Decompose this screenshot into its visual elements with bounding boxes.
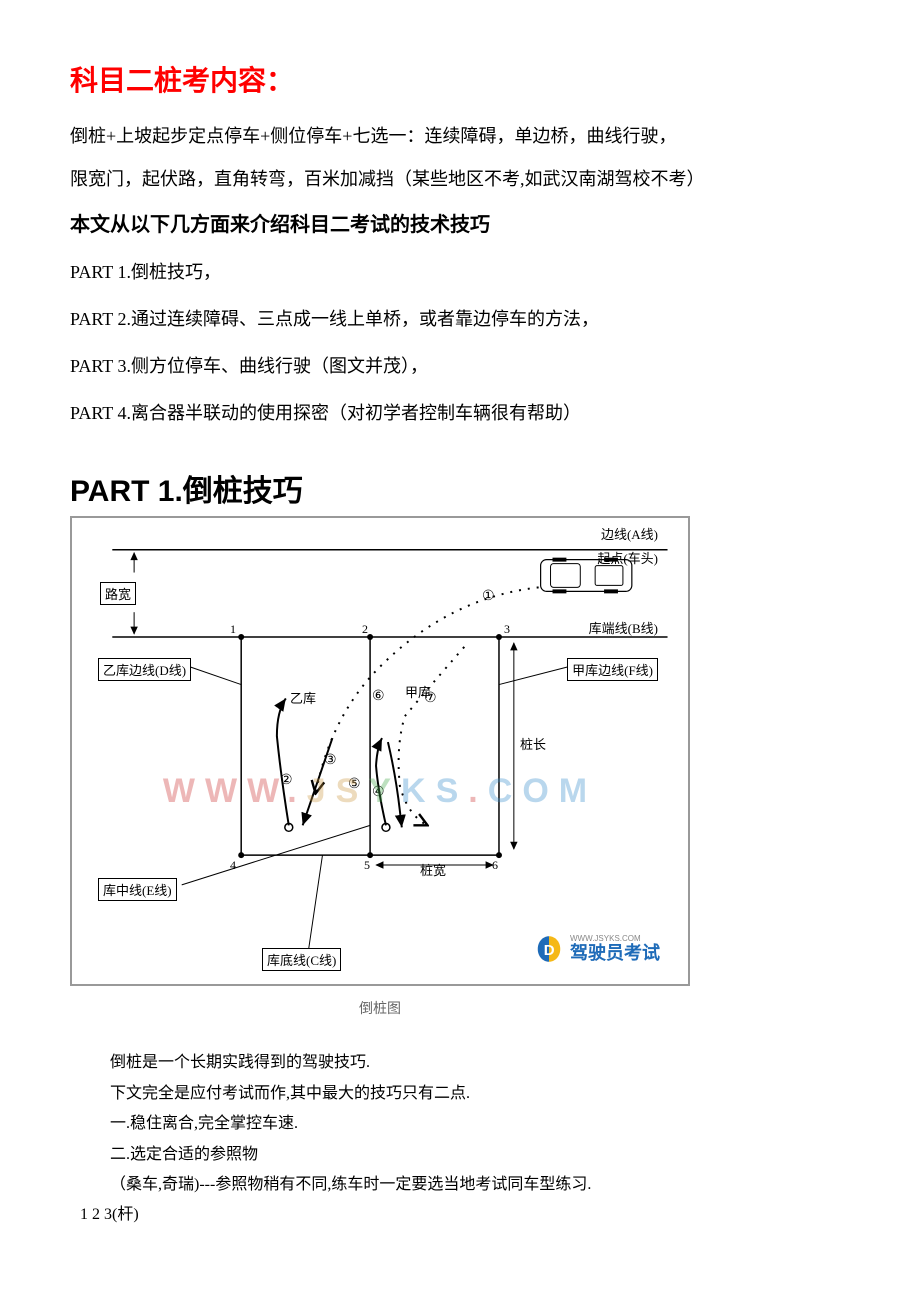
logo-text: WWW.JSYKS.COM 驾驶员考试 <box>570 935 660 964</box>
section-header-part: PART 1. <box>70 475 183 508</box>
label-kuduanxian-b: 库端线(B线) <box>589 618 658 637</box>
label-kudixian-c: 库底线(C线) <box>262 948 341 971</box>
part-4-text: 离合器半联动的使用探密（对初学者控制车辆很有帮助） <box>131 403 581 423</box>
subtitle: 本文从以下几方面来介绍科目二考试的技术技巧 <box>70 205 850 245</box>
part-2-text: 通过连续障碍、三点成一线上单桥，或者靠边停车的方法， <box>131 309 599 329</box>
section-header-title: 倒桩技巧 <box>183 475 303 508</box>
logo-icon: D <box>534 934 564 964</box>
desc-1: 倒桩是一个长期实践得到的驾驶技巧. <box>70 1048 850 1078</box>
label-zhuangkuan: 桩宽 <box>420 860 446 879</box>
desc-5: （桑车,奇瑞)---参照物稍有不同,练车时一定要选当地考试同车型练习. <box>70 1170 850 1200</box>
desc-3: 一.稳住离合,完全掌控车速. <box>70 1109 850 1139</box>
circ-2: ② <box>280 772 293 789</box>
post-2: 2 <box>362 622 368 637</box>
circ-6: ⑥ <box>372 688 385 705</box>
intro-line-2: 限宽门，起伏路，直角转弯，百米加减挡（某些地区不考,如武汉南湖驾校不考） <box>70 158 850 201</box>
section-header: PART 1.倒桩技巧 <box>70 466 850 510</box>
post-1: 1 <box>230 622 236 637</box>
intro-line-1: 倒桩+上坡起步定点停车+侧位停车+七选一：连续障碍，单边桥，曲线行驶， <box>70 115 850 158</box>
circ-1: ① <box>482 588 495 605</box>
logo-block: D WWW.JSYKS.COM 驾驶员考试 <box>534 934 660 964</box>
circ-4: ④ <box>372 784 385 801</box>
label-bianxian-a: 边线(A线) <box>601 524 658 543</box>
part-4: PART 4.离合器半联动的使用探密（对初学者控制车辆很有帮助） <box>70 390 850 437</box>
label-yiku-d: 乙库边线(D线) <box>98 658 191 681</box>
svg-text:D: D <box>544 942 555 959</box>
logo-cn: 驾驶员考试 <box>570 944 660 964</box>
circ-7: ⑦ <box>424 690 437 707</box>
circ-5: ⑤ <box>348 776 361 793</box>
post-5: 5 <box>364 858 370 873</box>
main-title: 科目二桩考内容： <box>70 60 850 105</box>
part-2-label: PART 2. <box>70 309 131 329</box>
circ-3: ③ <box>324 752 337 769</box>
part-1-label: PART 1. <box>70 262 131 282</box>
part-4-label: PART 4. <box>70 403 131 423</box>
part-1-text: 倒桩技巧， <box>131 262 221 282</box>
post-6: 6 <box>492 858 498 873</box>
label-lukuan: 路宽 <box>100 582 136 605</box>
label-yiku: 乙库 <box>290 688 316 707</box>
post-3: 3 <box>504 622 510 637</box>
diagram-svg <box>72 518 688 984</box>
label-zhuangchang: 桩长 <box>520 734 546 753</box>
desc-2: 下文完全是应付考试而作,其中最大的技巧只有二点. <box>70 1079 850 1109</box>
part-2: PART 2.通过连续障碍、三点成一线上单桥，或者靠边停车的方法， <box>70 296 850 343</box>
diagram-caption: 倒桩图 <box>70 998 690 1018</box>
part-3-label: PART 3. <box>70 356 131 376</box>
post-4: 4 <box>230 858 236 873</box>
diagram-container: 边线(A线) 起点(车头) 路宽 库端线(B线) 乙库边线(D线) 甲库边线(F… <box>70 516 690 986</box>
footer-line: 1 2 3(杆) <box>70 1200 850 1230</box>
part-1: PART 1.倒桩技巧， <box>70 249 850 296</box>
label-qidian: 起点(车头) <box>597 548 658 567</box>
part-3-text: 侧方位停车、曲线行驶（图文并茂）， <box>131 356 428 376</box>
part-3: PART 3.侧方位停车、曲线行驶（图文并茂）， <box>70 343 850 390</box>
label-jiaku-f: 甲库边线(F线) <box>567 658 658 681</box>
label-kuzhongxian-e: 库中线(E线) <box>98 878 177 901</box>
desc-4: 二.选定合适的参照物 <box>70 1140 850 1170</box>
